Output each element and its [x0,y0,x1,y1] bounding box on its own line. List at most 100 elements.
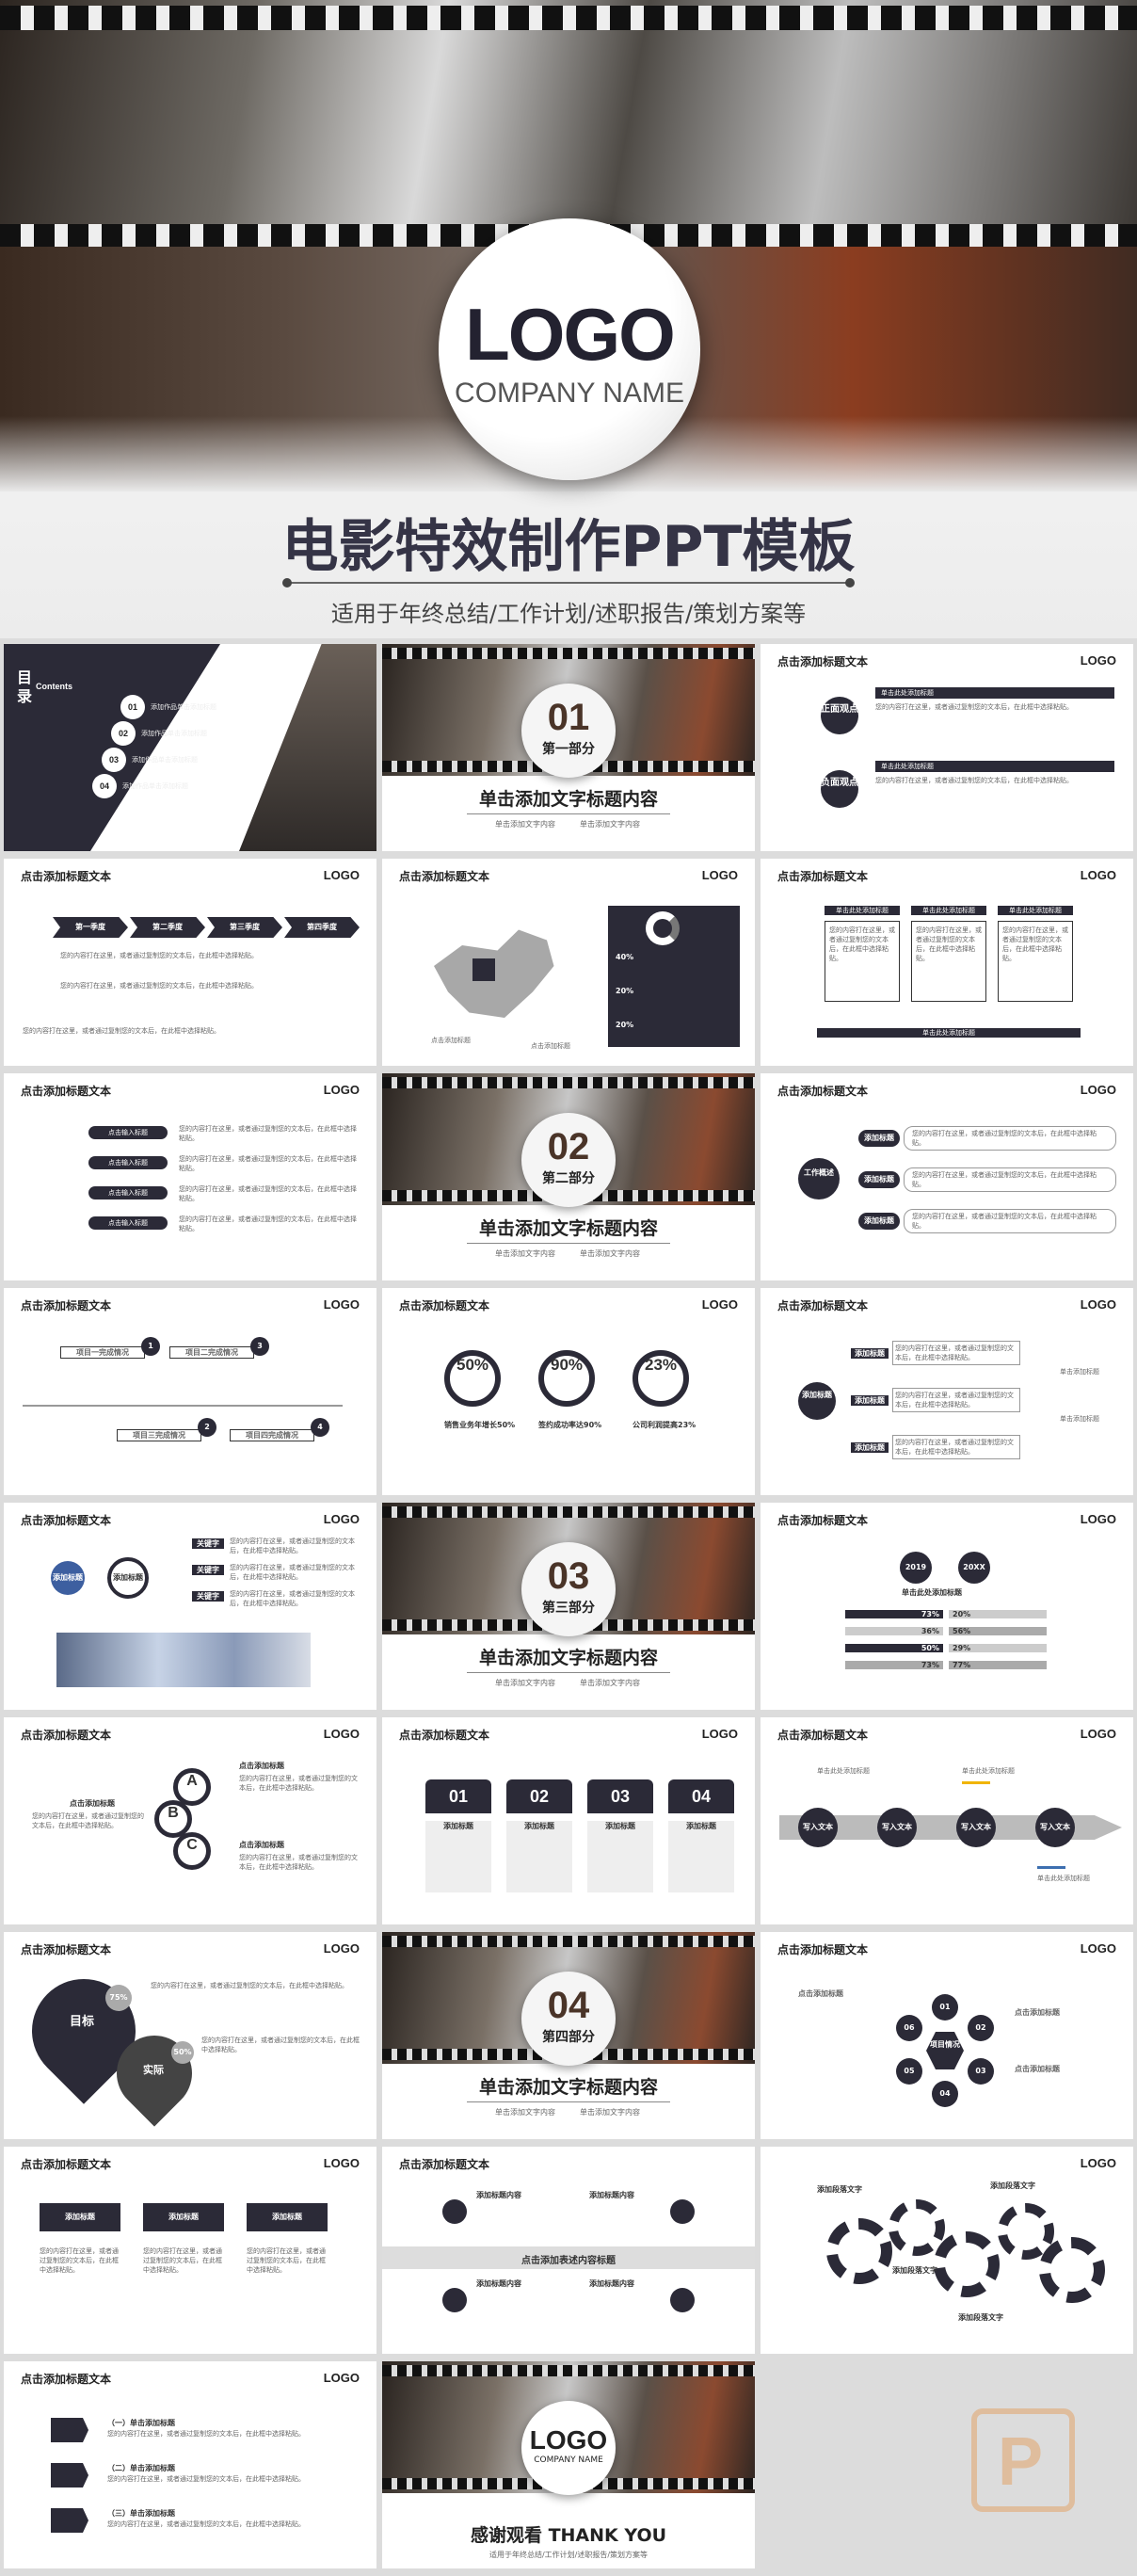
list-text: 您的内容打在这里，或者通过复制您的文本后，在此框中选择粘贴。 [107,2430,305,2438]
branch-right: 单击添加标题 [1060,1415,1099,1423]
section-slide-1[interactable]: 01 第一部分 单击添加文字标题内容 单击添加文字内容 单击添加文字内容 [382,644,755,851]
cards-slide[interactable]: 点击添加标题文本 LOGO 01 02 03 04 添加标题 添加标题 添加标题… [382,1717,755,1924]
section-slide-2[interactable]: 02 第二部分 单击添加文字标题内容 单击添加文字内容 单击添加文字内容 [382,1073,755,1280]
compare-left: 50% [845,1644,943,1652]
slide-header: 点击添加标题文本 [777,1514,869,1527]
icon-item[interactable]: 点击输入标题 [88,1186,168,1199]
donut-chart [646,911,680,945]
document-icon [442,2288,467,2312]
keywords-slide[interactable]: 点击添加标题文本 LOGO 添加标题 添加标题 关键字 关键字 关键字 您的内容… [4,1503,376,1710]
work-center: 工作概述 [798,1158,840,1199]
toc-item[interactable]: 添加作品单击添加标题 [132,756,198,764]
section-slide-4[interactable]: 04 第四部分 单击添加文字标题内容 单击添加文字内容 单击添加文字内容 [382,1932,755,2139]
toc-item[interactable]: 添加作品单击添加标题 [141,730,207,737]
arrow-node: 写入文本 [798,1808,838,1847]
toc-item[interactable]: 添加作品单击添加标题 [151,703,216,711]
slide-logo: LOGO [1080,1727,1116,1741]
compare-left: 73% [845,1610,943,1618]
toc-title: 目录 [17,668,33,705]
hex-node: 05 [896,2058,922,2085]
toc-num: 02 [111,721,136,746]
timeline-slide[interactable]: 点击添加标题文本 LOGO 项目一完成情况 1 项目二完成情况 3 项目三完成情… [4,1288,376,1495]
compare-right: 77% [949,1661,1047,1669]
icon-list-slide[interactable]: 点击添加标题文本 LOGO 点击输入标题 点击输入标题 点击输入标题 点击输入标… [4,1073,376,1280]
toc-contents: Contents [36,682,72,691]
section-part: 第四部分 [542,2030,595,2045]
abc-text: 您的内容打在这里，或者通过复制您的文本后，在此框中选择粘贴。 [239,1775,358,1792]
card-num: 01 [425,1779,491,1813]
section-slide-3[interactable]: 03 第三部分 单击添加文字标题内容 单击添加文字内容 单击添加文字内容 [382,1503,755,1710]
hex-label: 点击添加标题 [1015,2008,1060,2017]
tools-icon [670,2288,695,2312]
center-item: 添加标题内容 [476,2279,521,2288]
timeline-num: 4 [311,1418,329,1437]
slide-logo: LOGO [1080,1297,1116,1312]
slide-logo: LOGO [701,868,738,882]
seasons-slide[interactable]: 点击添加标题文本 LOGO 第一季度 第二季度 第三季度 第四季度 您的内容打在… [4,859,376,1066]
branch-slide[interactable]: 点击添加标题文本 LOGO 添加标题 添加标题 添加标题 添加标题 您的内容打在… [761,1288,1133,1495]
card-num: 02 [506,1779,572,1813]
compare-left: 73% [845,1661,943,1669]
icon-item[interactable]: 点击输入标题 [88,1156,168,1169]
page-title: 电影特效制作PPT模板 [281,514,856,580]
center-item: 添加标题内容 [476,2191,521,2199]
gear-text: 添加段落文字 [817,2185,862,2194]
slide-header: 点击添加标题文本 [21,1299,112,1312]
lightbulb-icon [442,2199,467,2224]
thanks-sub: 适用于年终总结/工作计划/述职报告/策划方案等 [488,2551,649,2559]
slide-logo: LOGO [323,2371,360,2385]
section-caption: 单击添加文字内容 [495,820,555,829]
thanks-slide[interactable]: LOGO COMPANY NAME 感谢观看 THANK YOU 适用于年终总结/… [382,2361,755,2568]
cover-slide[interactable]: LOGO COMPANY NAME 电影特效制作PPT模板 适用于年终总结/工作… [0,0,1137,638]
abc-slide[interactable]: 点击添加标题文本 LOGO A B C 点击添加标题 您的内容打在这里，或者通过… [4,1717,376,1924]
slide-header: 点击添加标题文本 [21,1729,112,1742]
percent-label: 签约成功率达90% [538,1421,602,1429]
list-slide[interactable]: 点击添加标题文本 LOGO （一）单击添加标题 您的内容打在这里，或者通过复制您… [4,2361,376,2568]
icon-text: 您的内容打在这里，或者通过复制您的文本后，在此框中选择粘贴。 [179,1185,357,1202]
branch-item: 添加标题 [851,1348,889,1359]
con-badge: 负面观点 [821,770,858,808]
center-title: 点击添加表述内容标题 [521,2256,616,2266]
tabs-slide[interactable]: 点击添加标题文本 LOGO 添加标题 添加标题 添加标题 您的内容打在这里，或者… [4,2147,376,2354]
toc-slide[interactable]: 目录 Contents 01 添加作品单击添加标题 02 添加作品单击添加标题 … [4,644,376,851]
map-slide[interactable]: 点击添加标题文本 LOGO 点击添加标题 点击添加标题 40% 20% 20% [382,859,755,1066]
percent-slide[interactable]: 点击添加标题文本 LOGO 50% 90% 23% 销售业务年增长50% 签约成… [382,1288,755,1495]
icon-item[interactable]: 点击输入标题 [88,1216,168,1230]
work-item: 添加标题 [858,1130,900,1147]
branch-right: 单击添加标题 [1060,1368,1099,1376]
toc-num: 03 [102,748,126,772]
slide-header: 点击添加标题文本 [21,1514,112,1527]
icon-item[interactable]: 点击输入标题 [88,1126,168,1139]
pro-badge: 正面观点 [821,697,858,734]
slide-logo: LOGO [323,1297,360,1312]
timeline-item: 项目一完成情况 [60,1346,145,1359]
abc-title: 点击添加标题 [239,1762,284,1770]
goal-slide[interactable]: 点击添加标题文本 LOGO 目标 实际 75% 50% 您的内容打在这里，或者通… [4,1932,376,2139]
season-text: 您的内容打在这里，或者通过复制您的文本后，在此框中选择粘贴。 [60,952,258,959]
compare-left: 36% [845,1627,943,1635]
slide-logo: LOGO [701,1727,738,1741]
list-title: （三）单击添加标题 [107,2509,175,2518]
tab-text: 您的内容打在这里，或者通过复制您的文本后，在此框中选择粘贴。 [40,2247,119,2274]
logo-text: LOGO [529,2425,608,2455]
col-box: 您的内容打在这里，或者通过复制您的文本后，在此框中选择粘贴。 [911,921,986,1002]
section-caption: 单击添加文字内容 [495,2108,555,2117]
slide-logo: LOGO [1080,1512,1116,1526]
slide-header: 点击添加标题文本 [777,1299,869,1312]
pros-cons-slide[interactable]: 点击添加标题文本 LOGO 正面观点 单击此处添加标题 您的内容打在这里，或者通… [761,644,1133,851]
section-badge: 04 第四部分 [521,1972,616,2066]
gears-slide[interactable]: LOGO 添加段落文字 添加段落文字 添加段落文字 添加段落文字 [761,2147,1133,2354]
work-overview-slide[interactable]: 点击添加标题文本 LOGO 工作概述 添加标题 添加标题 添加标题 您的内容打在… [761,1073,1133,1280]
pro-label: 单击此处添加标题 [875,687,1114,699]
slide-logo: LOGO [323,1727,360,1741]
hexagon-slide[interactable]: 点击添加标题文本 LOGO 项目情况 01 02 03 04 05 06 点击添… [761,1932,1133,2139]
timeline-item: 项目三完成情况 [117,1429,201,1441]
settings-icon [51,2508,88,2533]
gear-icon [934,2231,1000,2297]
center-slide[interactable]: 点击添加标题文本 点击添加表述内容标题 添加标题内容 添加标题内容 添加标题内容… [382,2147,755,2354]
arrow-slide[interactable]: 点击添加标题文本 LOGO 写入文本 写入文本 写入文本 写入文本 单击此处添加… [761,1717,1133,1924]
compare-slide[interactable]: 点击添加标题文本 LOGO 2019 20XX 单击此处添加标题 73% 20%… [761,1503,1133,1710]
section-caption: 单击添加文字内容 [495,1679,555,1687]
three-column-slide[interactable]: 点击添加标题文本 LOGO 单击此处添加标题 单击此处添加标题 单击此处添加标题… [761,859,1133,1066]
toc-item[interactable]: 添加作品单击添加标题 [122,782,188,790]
